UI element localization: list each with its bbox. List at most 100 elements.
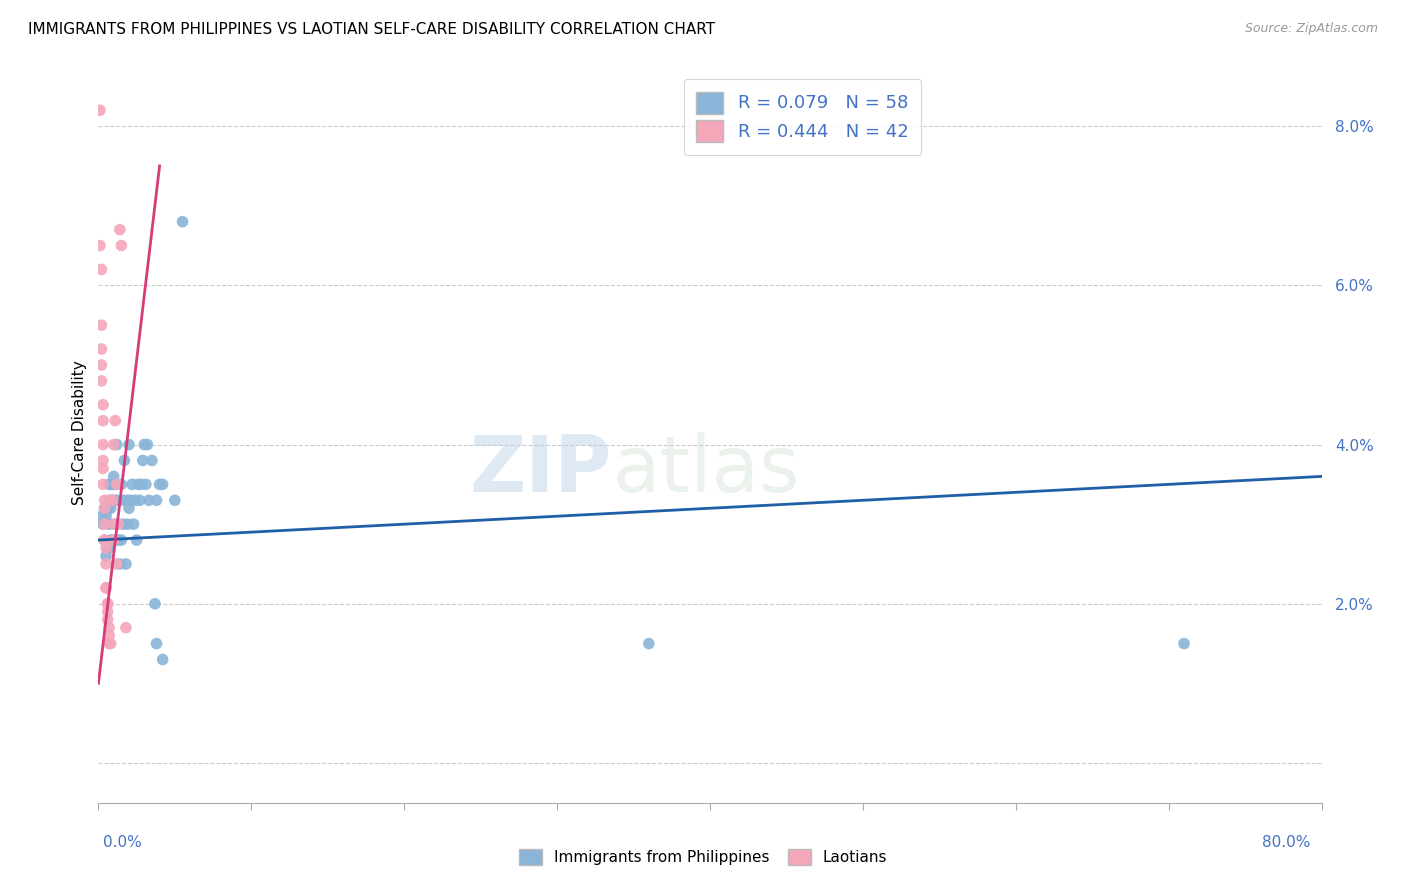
Point bbox=[94, 509, 117, 524]
Point bbox=[124, 493, 146, 508]
Point bbox=[101, 477, 124, 491]
Point bbox=[163, 493, 186, 508]
Point bbox=[115, 557, 138, 571]
Point bbox=[637, 637, 661, 651]
Y-axis label: Self-Care Disability: Self-Care Disability bbox=[72, 360, 87, 505]
Point bbox=[103, 533, 125, 547]
Point bbox=[94, 581, 117, 595]
Point bbox=[141, 453, 163, 467]
Point bbox=[100, 533, 122, 547]
Point bbox=[122, 517, 145, 532]
Legend: Immigrants from Philippines, Laotians: Immigrants from Philippines, Laotians bbox=[513, 843, 893, 871]
Point bbox=[98, 629, 121, 643]
Point bbox=[97, 605, 120, 619]
Point bbox=[127, 477, 149, 491]
Point bbox=[138, 493, 160, 508]
Point bbox=[125, 533, 148, 547]
Point bbox=[128, 493, 150, 508]
Point bbox=[100, 477, 122, 491]
Point bbox=[115, 621, 138, 635]
Point bbox=[1173, 637, 1195, 651]
Point bbox=[100, 493, 122, 508]
Point bbox=[107, 533, 129, 547]
Text: Source: ZipAtlas.com: Source: ZipAtlas.com bbox=[1244, 22, 1378, 36]
Point bbox=[118, 501, 141, 516]
Point bbox=[107, 517, 129, 532]
Point bbox=[172, 214, 194, 228]
Point bbox=[98, 637, 121, 651]
Point bbox=[112, 453, 135, 467]
Point bbox=[110, 477, 132, 491]
Point bbox=[93, 517, 115, 532]
Point bbox=[117, 493, 139, 508]
Point bbox=[94, 541, 117, 555]
Point bbox=[90, 318, 112, 333]
Point bbox=[111, 517, 134, 532]
Point bbox=[110, 533, 132, 547]
Point bbox=[129, 477, 152, 491]
Point bbox=[93, 501, 115, 516]
Point bbox=[104, 477, 127, 491]
Point bbox=[98, 517, 121, 532]
Point bbox=[145, 637, 167, 651]
Point bbox=[145, 493, 167, 508]
Point bbox=[93, 501, 115, 516]
Point bbox=[91, 461, 114, 475]
Point bbox=[120, 493, 142, 508]
Point bbox=[97, 597, 120, 611]
Point bbox=[136, 437, 159, 451]
Point bbox=[101, 493, 124, 508]
Point bbox=[104, 517, 127, 532]
Point bbox=[98, 621, 121, 635]
Point bbox=[91, 517, 114, 532]
Point bbox=[94, 557, 117, 571]
Point bbox=[98, 493, 121, 508]
Point bbox=[90, 262, 112, 277]
Point bbox=[103, 517, 125, 532]
Text: ZIP: ZIP bbox=[470, 432, 612, 508]
Point bbox=[98, 541, 121, 555]
Point bbox=[100, 637, 122, 651]
Point bbox=[97, 597, 120, 611]
Point bbox=[108, 557, 131, 571]
Point bbox=[101, 533, 124, 547]
Point bbox=[91, 414, 114, 428]
Point bbox=[105, 557, 128, 571]
Point bbox=[94, 581, 117, 595]
Text: IMMIGRANTS FROM PHILIPPINES VS LAOTIAN SELF-CARE DISABILITY CORRELATION CHART: IMMIGRANTS FROM PHILIPPINES VS LAOTIAN S… bbox=[28, 22, 716, 37]
Point bbox=[111, 493, 134, 508]
Point bbox=[135, 477, 157, 491]
Point bbox=[103, 493, 125, 508]
Legend: R = 0.079   N = 58, R = 0.444   N = 42: R = 0.079 N = 58, R = 0.444 N = 42 bbox=[683, 78, 921, 154]
Point bbox=[103, 469, 125, 483]
Point bbox=[152, 477, 174, 491]
Point bbox=[105, 493, 128, 508]
Point bbox=[100, 501, 122, 516]
Point bbox=[110, 238, 132, 252]
Point bbox=[108, 222, 131, 236]
Point bbox=[143, 597, 166, 611]
Point bbox=[149, 477, 172, 491]
Point bbox=[94, 549, 117, 563]
Point bbox=[98, 477, 121, 491]
Point bbox=[91, 477, 114, 491]
Point bbox=[93, 533, 115, 547]
Text: 80.0%: 80.0% bbox=[1263, 836, 1310, 850]
Point bbox=[91, 398, 114, 412]
Point bbox=[93, 533, 115, 547]
Point bbox=[93, 493, 115, 508]
Point bbox=[89, 103, 111, 118]
Point bbox=[90, 509, 112, 524]
Point bbox=[134, 437, 156, 451]
Point bbox=[121, 477, 143, 491]
Text: 0.0%: 0.0% bbox=[103, 836, 142, 850]
Point bbox=[117, 517, 139, 532]
Point bbox=[118, 437, 141, 451]
Point bbox=[97, 541, 120, 555]
Point bbox=[152, 652, 174, 666]
Point bbox=[90, 358, 112, 372]
Point bbox=[103, 437, 125, 451]
Point bbox=[105, 477, 128, 491]
Point bbox=[105, 437, 128, 451]
Point bbox=[104, 414, 127, 428]
